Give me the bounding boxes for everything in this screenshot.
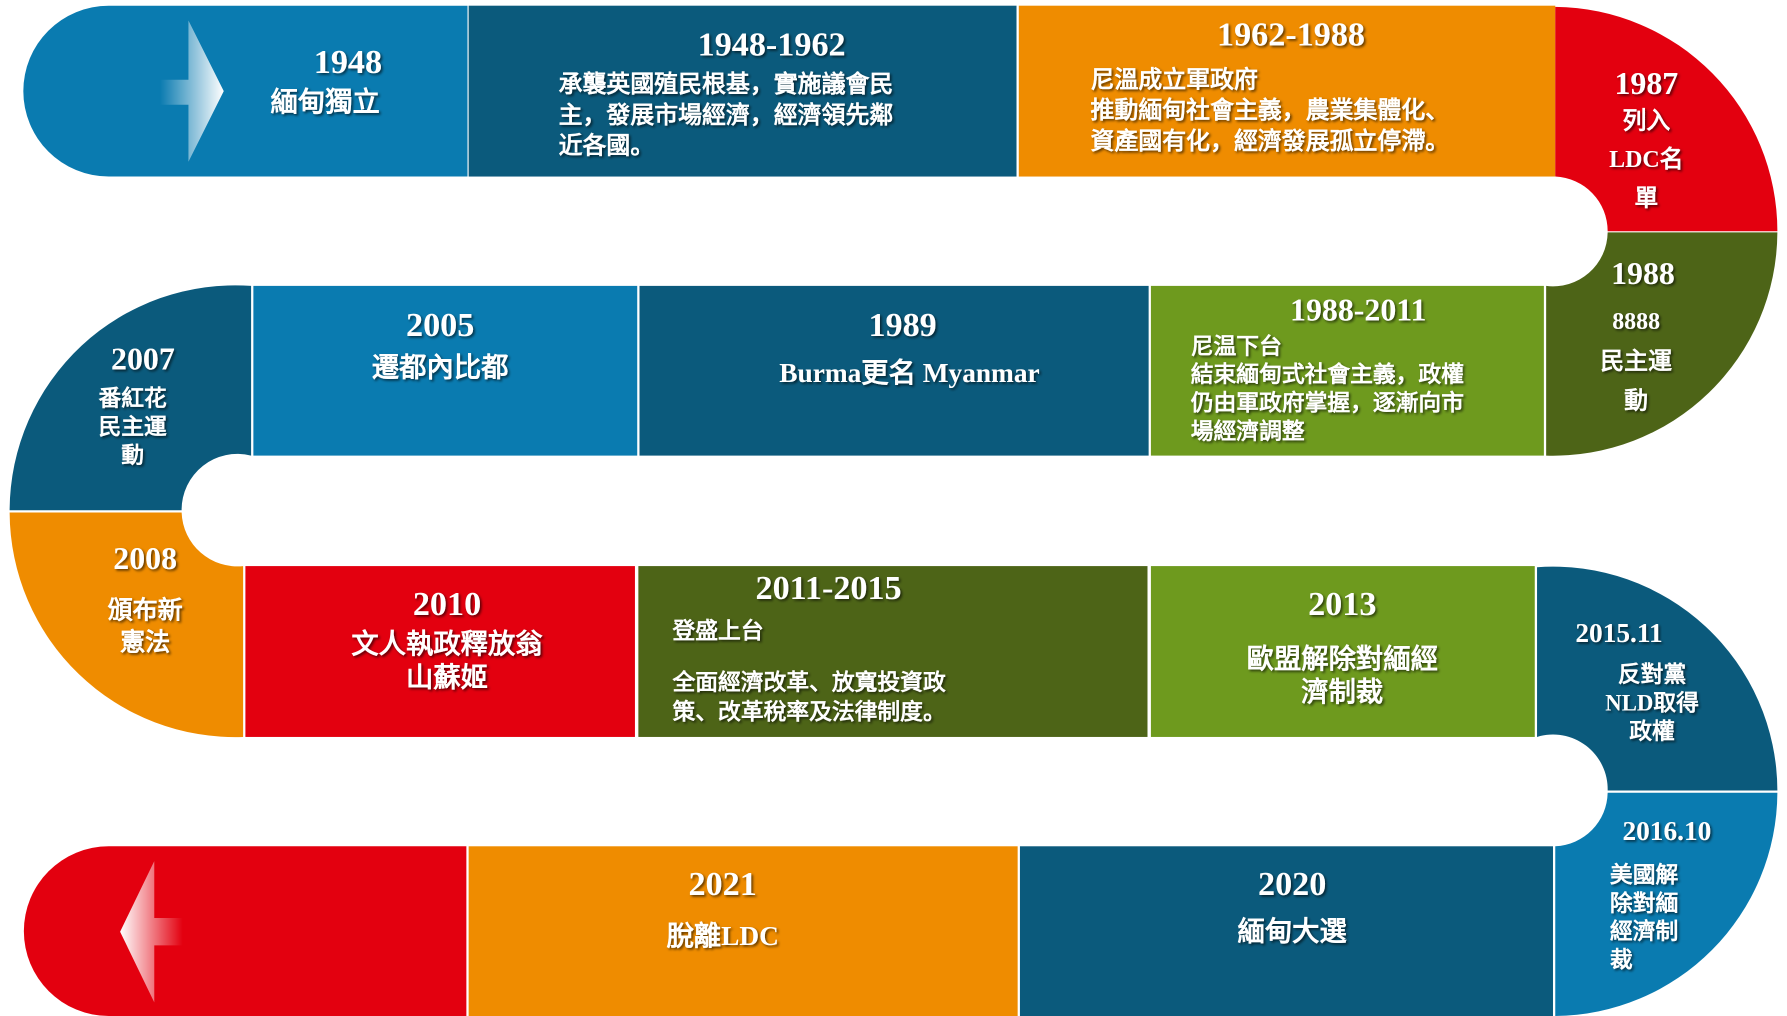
event-text: 憲法 (120, 627, 170, 656)
segment (639, 285, 1149, 456)
event-text: 推動緬甸社會主義，農業集體化、 (1091, 96, 1450, 124)
event-text: 緬甸獨立 (270, 86, 379, 117)
event-date: 1948 (314, 44, 382, 81)
turn (9, 285, 252, 511)
event-text: 番紅花 (97, 385, 167, 411)
event-text: 承襲英國殖民根基，實施議會民 (559, 70, 894, 98)
event-text: Burma更名 Myanmar (779, 357, 1039, 388)
event-date: 2005 (406, 307, 474, 344)
event-date: 1989 (868, 307, 936, 344)
event-date: 2020 (1258, 866, 1326, 903)
arrow (120, 861, 183, 1003)
event-date: 2015.11 (1575, 618, 1662, 648)
event-date: 2021 (688, 866, 756, 903)
event-text: LDC名 (1609, 145, 1683, 173)
event-text: 頒布新 (108, 596, 183, 625)
event-text: 結束緬甸式社會主義，政權 (1191, 361, 1464, 387)
turn (1537, 566, 1778, 791)
event-text: 反對黨 (1618, 662, 1687, 687)
event-text: 近各國。 (559, 132, 655, 160)
track (9, 5, 1778, 1016)
turn (1546, 232, 1778, 456)
event-text: 歐盟解除對緬經 (1247, 643, 1438, 674)
event-date: 1962-1988 (1217, 16, 1365, 53)
event-date: 2008 (113, 541, 177, 576)
segment (468, 5, 1017, 177)
segment (245, 566, 635, 737)
event-text: 山蘇姬 (406, 662, 488, 692)
event-date: 2011-2015 (756, 570, 902, 607)
event-text: 文人執政釋放翁 (351, 628, 543, 659)
turn (1555, 792, 1778, 1016)
event-date: 1948-1962 (698, 27, 846, 64)
segment (1150, 566, 1535, 737)
event-date: 2013 (1308, 586, 1376, 623)
end-cap (23, 846, 467, 1016)
event-text: 全面經濟改革、放寬投資政 (672, 669, 946, 695)
event-date: 2010 (413, 586, 481, 623)
event-text: 仍由軍政府掌握，逐漸向市 (1191, 390, 1464, 416)
event-text: 場經濟調整 (1191, 418, 1305, 444)
event-text: 經濟制 (1610, 918, 1678, 944)
start-cap (23, 5, 468, 177)
event-title: 尼温下台 (1191, 333, 1282, 359)
event-text: 政權 (1629, 718, 1675, 744)
segment (1019, 846, 1553, 1016)
event-text: 緬甸大選 (1237, 916, 1347, 946)
event-text: 民主運 (1600, 348, 1672, 375)
event-title: 尼溫成立軍政府 (1091, 65, 1258, 93)
segment (638, 566, 1148, 737)
event-text: 單 (1634, 186, 1658, 212)
segment (1018, 5, 1556, 177)
segment (1150, 285, 1544, 456)
event-text: 除對緬 (1610, 890, 1679, 916)
event-text: 動 (121, 443, 144, 468)
turn (1555, 6, 1778, 232)
turn (9, 512, 244, 738)
event-text: 動 (1624, 388, 1648, 415)
event-text: 列入 (1622, 107, 1670, 134)
event-text: 主，發展市場經濟，經濟領先鄰 (559, 101, 894, 129)
arrow (159, 20, 224, 162)
event-text: 策、改革稅率及法律制度。 (673, 698, 946, 724)
event-date: 2007 (111, 342, 175, 377)
event-text: 美國解 (1610, 861, 1679, 887)
event-text: 濟制裁 (1301, 676, 1383, 707)
event-text: 資產國有化，經濟發展孤立停滯。 (1091, 127, 1450, 155)
event-title: 登盛上台 (672, 618, 764, 644)
event-text: 脫離LDC (666, 920, 778, 951)
event-text: 8888 (1612, 309, 1660, 335)
event-text: 裁 (1610, 948, 1633, 973)
event-date: 1987 (1615, 66, 1679, 101)
segment (468, 846, 1018, 1016)
labels: 1948 緬甸獨立 1948-1962 承襲英國殖民根基，實施議會民主，發展市場經濟，… (97, 16, 1711, 972)
segment (253, 285, 638, 456)
event-date: 1988 (1611, 256, 1675, 291)
event-text: 民主運 (98, 415, 167, 440)
event-text: NLD取得 (1605, 689, 1699, 715)
event-text: 遷都內比都 (372, 352, 509, 382)
event-date: 2016.10 (1622, 816, 1711, 846)
event-date: 1988-2011 (1290, 293, 1426, 328)
